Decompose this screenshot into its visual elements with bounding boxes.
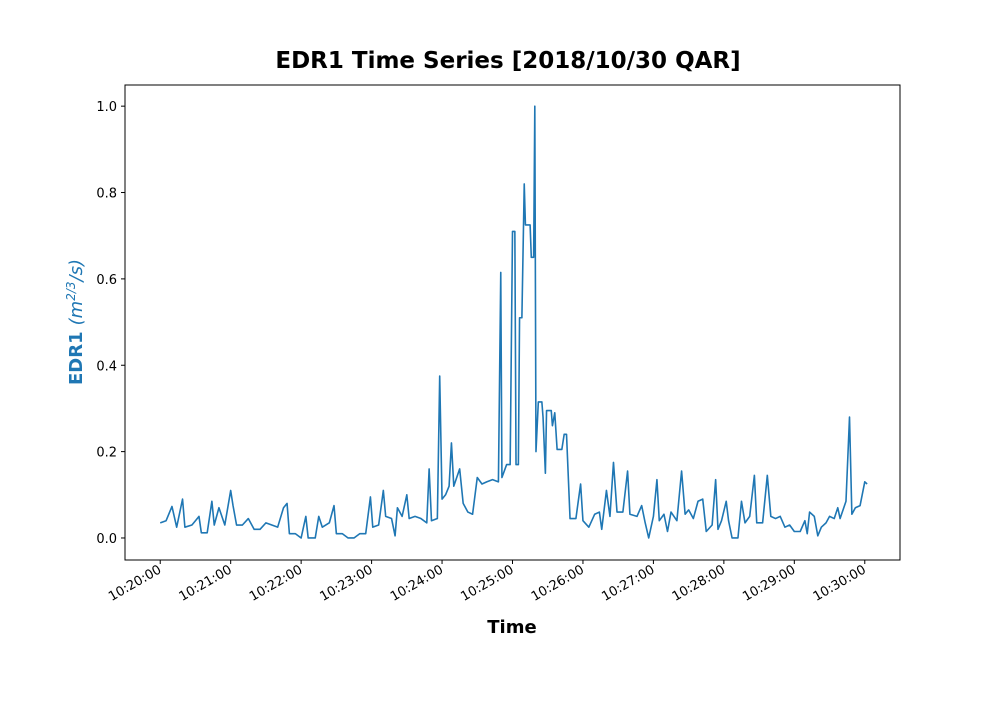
x-tick-label: 10:21:00 (177, 562, 235, 604)
y-label-unit: (m (66, 301, 87, 326)
x-tick-label: 10:25:00 (458, 562, 516, 604)
x-tick-label: 10:30:00 (811, 562, 869, 604)
x-tick-label: 10:23:00 (318, 562, 376, 604)
y-label-name: EDR1 (66, 331, 87, 385)
x-tick-label: 10:20:00 (106, 562, 164, 604)
x-axis-label: Time (487, 617, 536, 638)
data-line (159, 105, 868, 539)
y-label-exp: 2/3 (64, 281, 78, 300)
x-tick-label: 10:26:00 (529, 562, 587, 604)
y-tick-label: 0.4 (96, 359, 117, 374)
plot-frame (124, 84, 901, 561)
x-tick-label: 10:28:00 (670, 562, 728, 604)
chart-title: EDR1 Time Series [2018/10/30 QAR] (275, 48, 740, 74)
x-tick-label: 10:27:00 (599, 562, 657, 604)
y-tick-label: 0.8 (96, 187, 117, 202)
y-tick-label: 0.2 (96, 446, 117, 461)
y-tick-label: 1.0 (96, 100, 117, 115)
y-axis-label: EDR1 (m2/3/s) (64, 259, 87, 385)
y-tick-label: 0.6 (96, 273, 117, 288)
x-tick-label: 10:22:00 (247, 562, 305, 604)
y-label-unit: /s) (66, 259, 87, 283)
x-tick-label: 10:29:00 (740, 562, 798, 604)
x-tick-label: 10:24:00 (388, 562, 446, 604)
y-tick-label: 0.0 (96, 532, 117, 547)
